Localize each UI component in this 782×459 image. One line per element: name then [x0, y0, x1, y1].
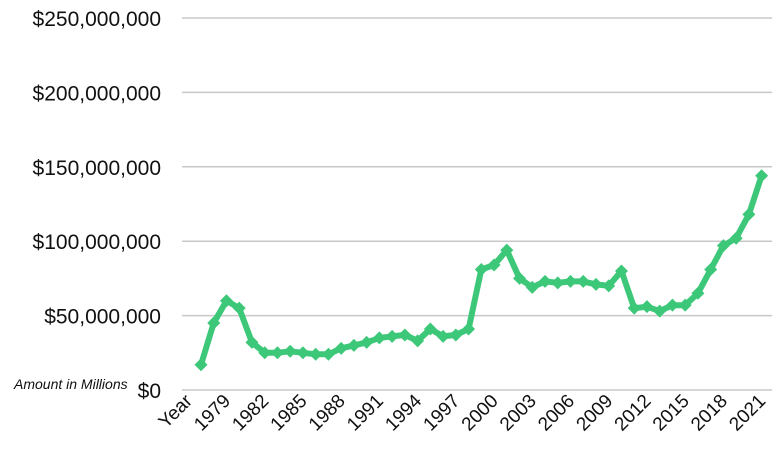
x-tick-label: 1985: [267, 391, 312, 436]
x-axis-tick-labels: Year197919821985198819911994199720002003…: [155, 390, 770, 435]
data-point: [232, 301, 246, 315]
data-point: [627, 301, 641, 315]
x-tick-label: 2009: [573, 391, 618, 436]
y-axis-note: Amount in Millions: [13, 376, 128, 392]
data-point: [589, 277, 603, 291]
data-point: [742, 207, 756, 221]
data-point: [538, 274, 552, 288]
data-point: [347, 338, 361, 352]
data-point: [474, 262, 488, 276]
data-point: [614, 264, 628, 278]
data-point: [716, 239, 730, 253]
data-point: [449, 328, 463, 342]
data-point: [245, 335, 259, 349]
y-tick-label: $100,000,000: [33, 231, 161, 254]
data-point: [398, 328, 412, 342]
data-point: [360, 335, 374, 349]
y-tick-label: $150,000,000: [33, 157, 161, 180]
data-point: [500, 243, 514, 257]
data-point: [423, 322, 437, 336]
data-point: [640, 300, 654, 314]
data-point: [385, 329, 399, 343]
x-tick-label: 2018: [687, 391, 732, 436]
y-tick-label: $250,000,000: [33, 8, 161, 31]
data-point: [372, 331, 386, 345]
y-axis-tick-labels: $0 $50,000,000 $100,000,000 $150,000,000 $20…: [33, 8, 161, 403]
data-point: [678, 298, 692, 312]
data-point: [729, 231, 743, 245]
data-point: [551, 276, 565, 290]
data-point: [321, 347, 335, 361]
x-tick-label: 2015: [649, 391, 694, 436]
y-tick-label: $200,000,000: [33, 82, 161, 105]
x-tick-label: 1997: [420, 391, 465, 436]
x-tick-label: 2012: [611, 391, 656, 436]
y-tick-label: $0: [138, 380, 161, 403]
x-tick-label: 1988: [305, 391, 350, 436]
data-point: [462, 322, 476, 336]
data-point: [296, 346, 310, 360]
data-point: [411, 334, 425, 348]
x-tick-label: 1994: [381, 390, 426, 435]
data-point: [194, 358, 208, 372]
data-point: [487, 258, 501, 272]
data-point: [704, 262, 718, 276]
x-tick-label: 2006: [534, 391, 579, 436]
data-point: [653, 304, 667, 318]
data-markers: [194, 169, 769, 372]
data-point: [219, 294, 233, 308]
gridlines: [182, 17, 772, 391]
data-point: [513, 271, 527, 285]
x-tick-label: 2003: [496, 391, 541, 436]
data-point: [270, 346, 284, 360]
data-point: [576, 274, 590, 288]
y-tick-label: $50,000,000: [44, 306, 161, 329]
data-point: [207, 316, 221, 330]
data-point: [564, 274, 578, 288]
data-point: [665, 298, 679, 312]
x-tick-label: 2000: [458, 391, 503, 436]
data-point: [436, 329, 450, 343]
data-point: [334, 341, 348, 355]
data-point: [602, 279, 616, 293]
x-tick-label: 2021: [725, 391, 770, 436]
x-tick-label: 1979: [190, 391, 235, 436]
x-tick-label: Year: [155, 390, 197, 432]
data-point: [525, 280, 539, 294]
data-point: [283, 344, 297, 358]
data-point: [309, 347, 323, 361]
data-point: [691, 286, 705, 300]
x-tick-label: 1982: [228, 391, 273, 436]
data-point: [755, 169, 769, 183]
x-tick-label: 1991: [343, 391, 388, 436]
data-point: [258, 346, 272, 360]
